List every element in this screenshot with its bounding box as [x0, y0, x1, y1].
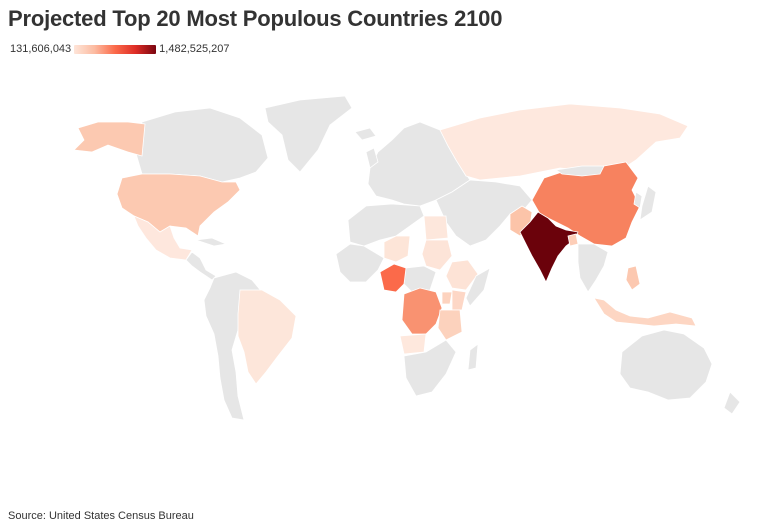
new-zealand[interactable]: [723, 391, 741, 415]
west-africa[interactable]: [335, 243, 385, 283]
southern-africa[interactable]: [403, 339, 457, 397]
alaska[interactable]: [73, 121, 146, 157]
legend-color-scale: [74, 44, 157, 54]
ethiopia[interactable]: [445, 259, 479, 291]
japan[interactable]: [639, 185, 657, 221]
somalia[interactable]: [465, 267, 491, 307]
greenland[interactable]: [264, 95, 353, 173]
central-africa[interactable]: [403, 265, 437, 293]
legend-max-label: 1,482,525,207: [159, 43, 230, 55]
korea[interactable]: [633, 191, 643, 209]
tanzania[interactable]: [437, 309, 463, 341]
legend-min-label: 131,606,043: [10, 43, 72, 55]
mongolia[interactable]: [554, 165, 605, 177]
niger[interactable]: [383, 235, 411, 263]
central-america[interactable]: [185, 251, 217, 281]
iceland[interactable]: [354, 127, 377, 141]
world-map: [73, 95, 741, 421]
philippines[interactable]: [625, 265, 641, 291]
dr-congo[interactable]: [401, 287, 443, 335]
cuba[interactable]: [195, 237, 228, 247]
angola[interactable]: [399, 333, 427, 355]
nigeria[interactable]: [379, 263, 407, 293]
southeast-asia[interactable]: [577, 243, 609, 293]
mexico[interactable]: [133, 215, 193, 261]
map-title: Projected Top 20 Most Populous Countries…: [8, 6, 503, 31]
canada[interactable]: [134, 107, 269, 183]
indonesia[interactable]: [593, 297, 697, 327]
uganda[interactable]: [441, 291, 453, 305]
sudan[interactable]: [421, 239, 453, 271]
north-africa[interactable]: [347, 203, 425, 247]
australia[interactable]: [619, 329, 713, 401]
united-kingdom[interactable]: [365, 147, 379, 169]
kenya[interactable]: [451, 289, 467, 311]
brazil[interactable]: [237, 289, 297, 385]
madagascar[interactable]: [467, 343, 479, 371]
bangladesh[interactable]: [567, 233, 579, 247]
source-note: Source: United States Census Bureau: [8, 510, 194, 522]
egypt[interactable]: [423, 215, 449, 241]
color-legend: 131,606,043 1,482,525,207: [10, 43, 230, 55]
usa[interactable]: [116, 173, 241, 237]
